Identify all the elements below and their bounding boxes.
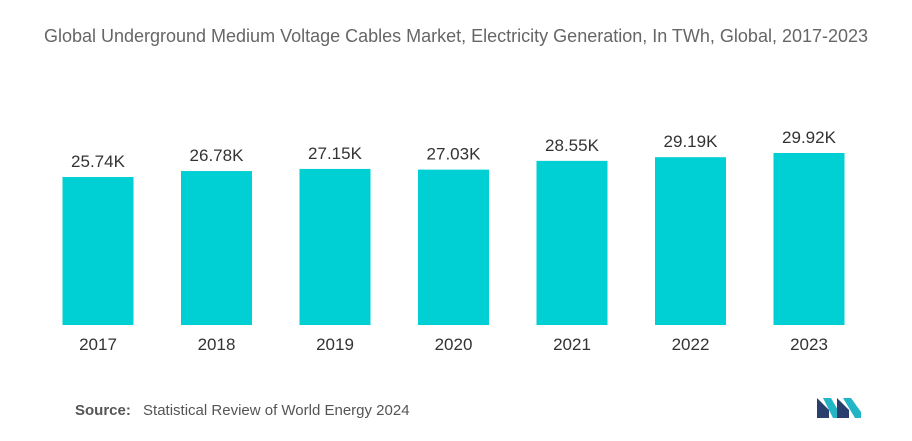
bars-group: [62, 153, 845, 325]
bar-2019: [299, 168, 371, 325]
x-tick-2021: 2021: [553, 335, 591, 354]
chart-title: Global Underground Medium Voltage Cables…: [43, 26, 869, 46]
source-text: Statistical Review of World Energy 2024: [143, 402, 410, 419]
x-tick-2017: 2017: [79, 335, 117, 354]
value-label-2017: 25.74K: [71, 152, 126, 171]
bar-2021: [536, 160, 608, 325]
value-label-2021: 28.55K: [545, 136, 600, 155]
x-tick-labels-group: 2017 2018 2019 2020 2021 2022 2023: [79, 335, 828, 354]
bar-2018: [181, 171, 252, 325]
bar-2022: [655, 157, 726, 325]
x-tick-2020: 2020: [435, 335, 473, 354]
value-label-2018: 26.78K: [190, 146, 245, 165]
x-tick-2023: 2023: [790, 335, 828, 354]
mordor-intelligence-logo-icon: [817, 398, 861, 418]
source-note: Source: Statistical Review of World Ener…: [75, 402, 410, 419]
source-label: Source:: [75, 402, 131, 419]
value-labels-group: 25.74K 26.78K 27.15K 27.03K 28.55K 29.19K 29.9…: [71, 128, 837, 171]
value-label-2019: 27.15K: [308, 144, 363, 163]
x-tick-2019: 2019: [316, 335, 354, 354]
bar-2020: [418, 169, 489, 325]
value-label-2022: 29.19K: [664, 132, 719, 151]
x-tick-2022: 2022: [672, 335, 710, 354]
value-label-2020: 27.03K: [427, 145, 482, 164]
bar-2023: [773, 153, 845, 325]
bar-2017: [62, 177, 134, 325]
value-label-2023: 29.92K: [782, 128, 837, 147]
x-tick-2018: 2018: [198, 335, 236, 354]
